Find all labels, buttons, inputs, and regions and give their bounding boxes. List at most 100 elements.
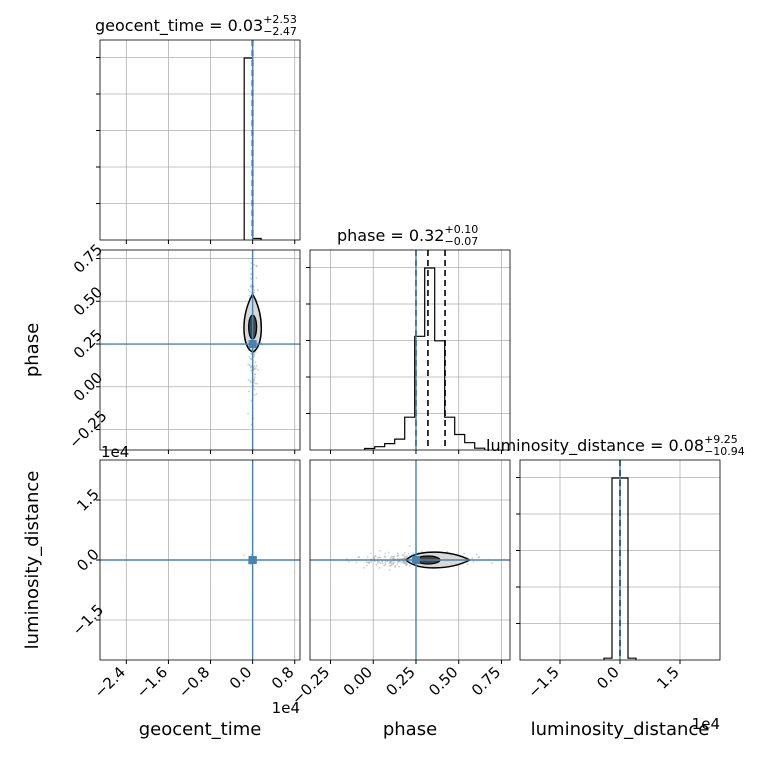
sample-point	[374, 555, 377, 558]
sample-point	[471, 557, 474, 559]
truth-marker	[411, 556, 420, 564]
sample-point	[253, 388, 256, 391]
sample-point	[246, 233, 248, 235]
sample-point	[247, 412, 250, 415]
scatter-layer	[243, 233, 506, 571]
sample-point	[388, 562, 391, 565]
sample-point	[247, 379, 250, 381]
sample-point	[255, 364, 258, 367]
sample-point	[368, 561, 371, 563]
sample-point	[253, 379, 256, 382]
x-tick-label: 0.8	[268, 663, 298, 693]
y-tick-label: 0.75	[70, 240, 106, 276]
sample-point	[377, 562, 379, 564]
panel-frame	[99, 249, 301, 451]
sample-point	[384, 556, 387, 558]
sample-point	[257, 368, 259, 371]
x-tick-label: 0.0	[226, 663, 256, 693]
sample-point	[250, 352, 253, 355]
offset-luminosity-distance-y: 1e4	[101, 443, 129, 461]
y-axis-label-luminosity-distance: luminosity_distance	[22, 471, 43, 650]
sample-point	[253, 368, 256, 371]
sample-point	[384, 552, 387, 555]
sample-point	[378, 549, 381, 552]
sample-point	[381, 560, 383, 563]
y-tick-label: 0.50	[70, 283, 106, 319]
sample-point	[250, 278, 253, 281]
sample-point	[254, 351, 257, 353]
sample-point	[255, 265, 258, 268]
sample-point	[256, 382, 258, 385]
sample-point	[253, 376, 256, 379]
sample-point	[389, 560, 392, 563]
sample-point	[466, 563, 469, 565]
sample-point	[389, 564, 392, 567]
sample-point	[348, 560, 351, 563]
x-tick-label: 0.50	[425, 663, 461, 699]
contour-layer	[243, 272, 510, 569]
sample-point	[253, 289, 256, 291]
x-tick-label: 0.00	[340, 663, 376, 699]
sample-point	[366, 564, 368, 567]
sample-point	[384, 561, 387, 564]
sample-point	[407, 552, 410, 555]
x-tick-label: −0.8	[175, 663, 213, 701]
sample-point	[375, 564, 378, 566]
y-tick-label: 0.00	[70, 369, 106, 405]
sample-point	[370, 552, 372, 555]
histogram-phase	[364, 267, 486, 450]
tick-layer: −2.4 −1.6 −0.8 0.0 0.8−0.25 0.00 0.25 0.50 0.75−…	[65, 57, 683, 708]
x-axis-label-phase: phase	[383, 719, 437, 740]
x-tick-label: 0.0	[593, 663, 623, 693]
sample-point	[491, 562, 494, 565]
sample-point	[253, 291, 256, 294]
sample-point	[249, 290, 251, 293]
sample-point	[403, 555, 406, 558]
sample-point	[392, 563, 395, 566]
sample-point	[420, 550, 423, 553]
x-tick-label: 0.25	[382, 663, 418, 699]
sample-point	[403, 552, 406, 554]
sample-point	[255, 277, 258, 279]
sample-point	[366, 556, 369, 558]
sample-point	[373, 556, 376, 559]
y-tick-label: 1.5	[73, 485, 103, 515]
sample-point	[379, 562, 382, 564]
sample-point	[388, 569, 391, 571]
sample-point	[475, 553, 478, 556]
sample-point	[250, 357, 252, 360]
sample-point	[386, 560, 389, 563]
panel-frame	[309, 249, 511, 451]
y-tick-label: 0.0	[73, 545, 103, 575]
grid-layer	[100, 40, 720, 660]
sample-point	[381, 562, 384, 564]
sample-point	[463, 552, 466, 555]
title-geocent-time: geocent_time = 0.03+2.53 −2.47	[95, 13, 297, 38]
sample-point	[408, 544, 411, 547]
title-luminosity-distance: luminosity_distance = 0.08+9.25 −10.94	[486, 433, 745, 458]
sample-point	[379, 556, 382, 559]
sample-point	[392, 561, 395, 564]
frame-layer	[99, 39, 721, 661]
sample-point	[398, 560, 401, 563]
sample-point	[249, 381, 252, 384]
x-axis-label-geocent-time: geocent_time	[139, 719, 262, 740]
sample-point	[478, 556, 481, 558]
sample-point	[250, 262, 253, 264]
sample-point	[365, 560, 368, 563]
truth-line-layer	[100, 40, 621, 660]
sample-point	[387, 551, 390, 554]
x-tick-label: −1.6	[133, 663, 171, 701]
x-tick-label: 1.5	[653, 663, 683, 693]
sample-point	[396, 552, 399, 555]
sample-point	[392, 557, 395, 559]
sample-point	[384, 563, 387, 566]
sample-point	[472, 561, 475, 563]
sample-point	[253, 373, 256, 376]
panel-frame	[309, 459, 511, 661]
sample-point	[406, 555, 409, 557]
sample-point	[402, 562, 405, 564]
title-phase: phase = 0.32+0.10 −0.07	[337, 223, 478, 248]
sample-point	[255, 393, 258, 395]
